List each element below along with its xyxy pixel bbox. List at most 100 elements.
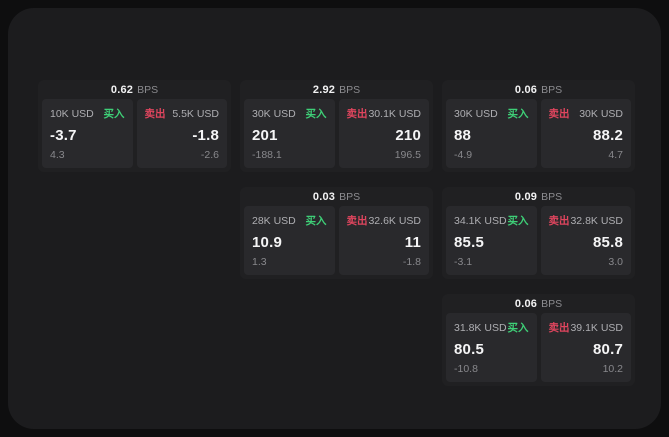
- buy-price: 201: [252, 126, 278, 144]
- sell-sub-value: 10.2: [602, 363, 623, 375]
- sell-label-row: 卖出 30.1K USD: [347, 106, 422, 121]
- sell-side-label: 卖出: [548, 215, 570, 227]
- quote-card: 0.09 BPS 34.1K USD 买入 85.5 -3.1 卖出 32.8K…: [442, 187, 635, 279]
- panel-group: 28K USD 买入 10.9 1.3 卖出 32.6K USD 11 -1.8: [244, 206, 429, 275]
- buy-panel[interactable]: 30K USD 买入 201 -188.1: [244, 99, 335, 168]
- sell-side-label: 卖出: [548, 322, 570, 334]
- buy-panel[interactable]: 10K USD 买入 -3.7 4.3: [42, 99, 133, 168]
- sell-panel[interactable]: 卖出 39.1K USD 80.7 10.2: [540, 313, 631, 382]
- sell-panel[interactable]: 卖出 5.5K USD -1.8 -2.6: [136, 99, 227, 168]
- panel-group: 31.8K USD 买入 80.5 -10.8 卖出 39.1K USD 80.…: [446, 313, 631, 382]
- bps-value: 0.62: [110, 84, 134, 96]
- buy-label-row: 30K USD 买入: [252, 106, 327, 121]
- card-header: 0.06 BPS: [442, 294, 635, 311]
- card-header: 0.06 BPS: [442, 80, 635, 97]
- sell-panel[interactable]: 卖出 30.1K USD 210 196.5: [338, 99, 429, 168]
- buy-side-label: 买入: [507, 108, 529, 120]
- sell-label-row: 卖出 30K USD: [549, 106, 624, 121]
- quote-card: 0.06 BPS 30K USD 买入 88 -4.9 卖出 30K USD 8…: [442, 80, 635, 172]
- buy-label-row: 28K USD 买入: [252, 213, 327, 228]
- buy-side-label: 买入: [507, 215, 529, 227]
- sell-side-label: 卖出: [548, 108, 570, 120]
- buy-sub-value: -188.1: [252, 149, 282, 161]
- buy-amount: 31.8K USD: [454, 321, 507, 334]
- sell-amount: 30K USD: [579, 107, 623, 120]
- sell-price: 85.8: [593, 233, 623, 251]
- card-header: 2.92 BPS: [240, 80, 433, 97]
- sell-sub-value: 3.0: [608, 256, 623, 268]
- buy-side-label: 买入: [305, 108, 327, 120]
- sell-price: 88.2: [593, 126, 623, 144]
- bps-unit-label: BPS: [339, 191, 361, 203]
- buy-sub-value: -3.1: [454, 256, 473, 268]
- bps-unit-label: BPS: [541, 298, 563, 310]
- panel-group: 30K USD 买入 88 -4.9 卖出 30K USD 88.2 4.7: [446, 99, 631, 168]
- buy-sub-value: -4.9: [454, 149, 473, 161]
- sell-price: 80.7: [593, 340, 623, 358]
- buy-label-row: 30K USD 买入: [454, 106, 529, 121]
- buy-price: 88: [454, 126, 472, 144]
- sell-label-row: 卖出 32.6K USD: [347, 213, 422, 228]
- buy-side-label: 买入: [103, 108, 125, 120]
- buy-price: 80.5: [454, 340, 484, 358]
- sell-panel[interactable]: 卖出 32.6K USD 11 -1.8: [338, 206, 429, 275]
- sell-label-row: 卖出 39.1K USD: [549, 320, 624, 335]
- buy-amount: 30K USD: [252, 107, 296, 120]
- bps-unit-label: BPS: [137, 84, 159, 96]
- sell-amount: 32.8K USD: [570, 214, 623, 227]
- panel-group: 34.1K USD 买入 85.5 -3.1 卖出 32.8K USD 85.8…: [446, 206, 631, 275]
- card-header: 0.09 BPS: [442, 187, 635, 204]
- buy-price: -3.7: [50, 126, 77, 144]
- buy-side-label: 买入: [305, 215, 327, 227]
- buy-label-row: 31.8K USD 买入: [454, 320, 529, 335]
- sell-side-label: 卖出: [346, 108, 368, 120]
- buy-amount: 10K USD: [50, 107, 94, 120]
- sell-panel[interactable]: 卖出 32.8K USD 85.8 3.0: [540, 206, 631, 275]
- sell-amount: 5.5K USD: [172, 107, 219, 120]
- buy-price: 85.5: [454, 233, 484, 251]
- sell-sub-value: 4.7: [608, 149, 623, 161]
- quote-card: 0.03 BPS 28K USD 买入 10.9 1.3 卖出 32.6K US…: [240, 187, 433, 279]
- buy-panel[interactable]: 30K USD 买入 88 -4.9: [446, 99, 537, 168]
- bps-value: 0.06: [514, 298, 538, 310]
- quote-card-grid: 0.62 BPS 10K USD 买入 -3.7 4.3 卖出 5.5K USD…: [38, 80, 635, 386]
- card-header: 0.62 BPS: [38, 80, 231, 97]
- sell-price: 11: [404, 233, 421, 251]
- sell-price: 210: [395, 126, 421, 144]
- bps-value: 2.92: [312, 84, 336, 96]
- card-header: 0.03 BPS: [240, 187, 433, 204]
- buy-sub-value: -10.8: [454, 363, 478, 375]
- sell-price: -1.8: [192, 126, 219, 144]
- panel-group: 30K USD 买入 201 -188.1 卖出 30.1K USD 210 1…: [244, 99, 429, 168]
- bps-unit-label: BPS: [541, 84, 563, 96]
- sell-side-label: 卖出: [346, 215, 368, 227]
- bps-unit-label: BPS: [339, 84, 361, 96]
- quote-card: 0.62 BPS 10K USD 买入 -3.7 4.3 卖出 5.5K USD…: [38, 80, 231, 172]
- sell-label-row: 卖出 32.8K USD: [549, 213, 624, 228]
- buy-panel[interactable]: 31.8K USD 买入 80.5 -10.8: [446, 313, 537, 382]
- buy-sub-value: 1.3: [252, 256, 267, 268]
- bps-value: 0.06: [514, 84, 538, 96]
- bps-value: 0.03: [312, 191, 336, 203]
- buy-panel[interactable]: 34.1K USD 买入 85.5 -3.1: [446, 206, 537, 275]
- buy-sub-value: 4.3: [50, 149, 65, 161]
- sell-sub-value: -1.8: [402, 256, 421, 268]
- buy-panel[interactable]: 28K USD 买入 10.9 1.3: [244, 206, 335, 275]
- buy-price: 10.9: [252, 233, 282, 251]
- sell-panel[interactable]: 卖出 30K USD 88.2 4.7: [540, 99, 631, 168]
- buy-amount: 28K USD: [252, 214, 296, 227]
- sell-amount: 32.6K USD: [368, 214, 421, 227]
- sell-label-row: 卖出 5.5K USD: [145, 106, 220, 121]
- quote-card: 0.06 BPS 31.8K USD 买入 80.5 -10.8 卖出 39.1…: [442, 294, 635, 386]
- sell-side-label: 卖出: [144, 108, 166, 120]
- sell-sub-value: 196.5: [394, 149, 421, 161]
- buy-label-row: 34.1K USD 买入: [454, 213, 529, 228]
- sell-sub-value: -2.6: [200, 149, 219, 161]
- buy-amount: 34.1K USD: [454, 214, 507, 227]
- buy-side-label: 买入: [507, 322, 529, 334]
- sell-amount: 30.1K USD: [368, 107, 421, 120]
- sell-amount: 39.1K USD: [570, 321, 623, 334]
- bps-value: 0.09: [514, 191, 538, 203]
- panel-group: 10K USD 买入 -3.7 4.3 卖出 5.5K USD -1.8 -2.…: [42, 99, 227, 168]
- quote-card: 2.92 BPS 30K USD 买入 201 -188.1 卖出 30.1K …: [240, 80, 433, 172]
